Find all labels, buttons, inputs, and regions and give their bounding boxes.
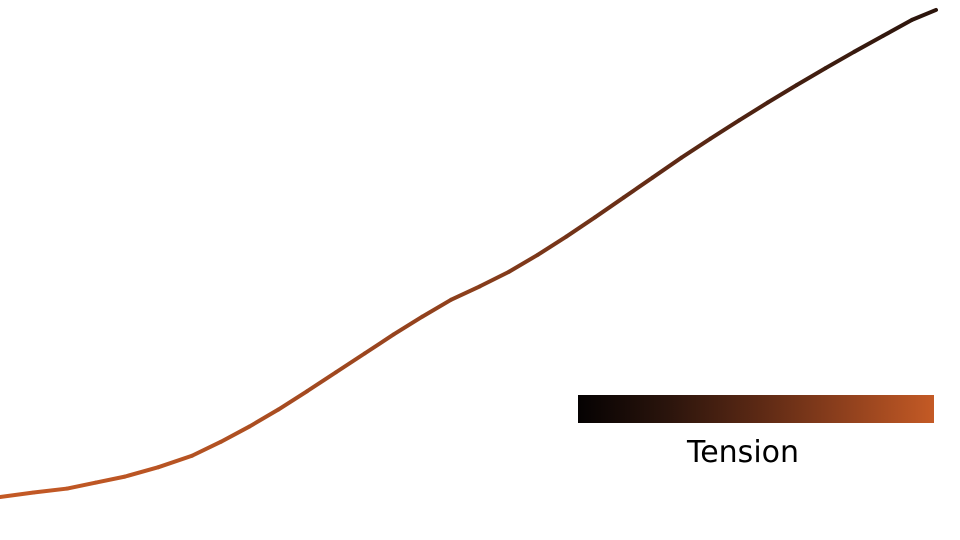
line-segment — [708, 118, 742, 141]
line-segment — [535, 234, 569, 257]
line-segment — [766, 82, 799, 105]
line-segment — [94, 474, 127, 485]
colorbar-label: Tension — [686, 435, 799, 470]
line-segment — [650, 155, 684, 180]
line-segment — [391, 314, 425, 337]
line-segment — [0, 490, 36, 499]
line-segment — [622, 175, 655, 200]
line-segment — [910, 7, 938, 22]
line-segment — [881, 17, 914, 38]
line-segment — [823, 49, 857, 71]
line-segment — [156, 453, 194, 470]
line-segment — [305, 370, 338, 394]
line-segment — [593, 195, 626, 220]
line-segment — [247, 407, 281, 429]
line-segment — [65, 480, 98, 491]
line-segment — [362, 332, 396, 356]
series-line — [0, 7, 938, 499]
line-segment — [190, 439, 223, 458]
line-segment — [852, 33, 886, 54]
line-segment — [276, 389, 310, 412]
line-segment — [420, 297, 454, 319]
line-segment — [506, 252, 540, 274]
line-segment — [737, 100, 770, 123]
colorbar-gradient — [578, 395, 934, 423]
line-segment — [679, 136, 713, 160]
line-segment — [31, 486, 70, 495]
line-segment — [564, 215, 598, 239]
line-segment — [218, 424, 252, 444]
series-layer — [0, 7, 938, 499]
line-segment — [449, 284, 482, 302]
line-segment — [478, 269, 511, 289]
line-segment — [334, 351, 367, 375]
colorbar: Tension — [578, 395, 934, 470]
line-segment — [122, 465, 161, 479]
line-segment — [794, 66, 828, 87]
